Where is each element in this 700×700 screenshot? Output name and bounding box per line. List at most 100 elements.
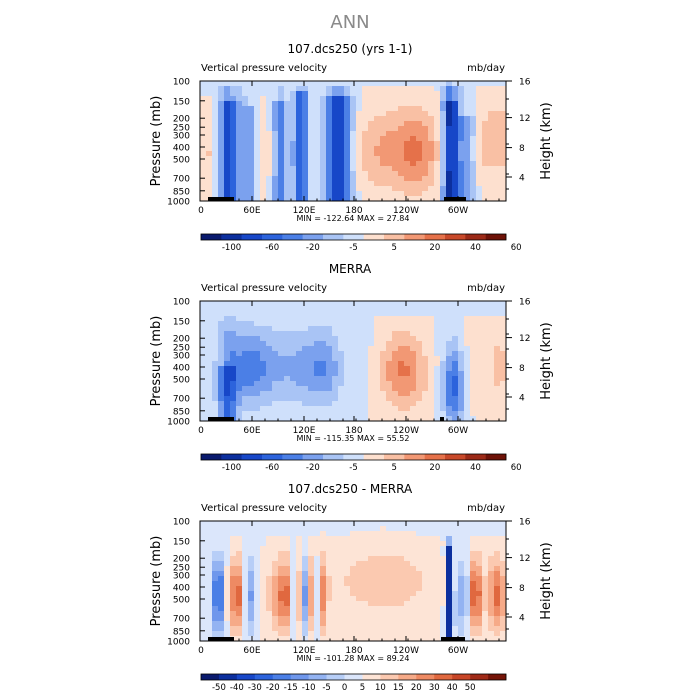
heatmap-cell bbox=[368, 81, 375, 87]
heatmap-cell bbox=[326, 366, 333, 372]
heatmap-cell bbox=[404, 126, 411, 132]
heatmap-cell bbox=[308, 381, 315, 387]
colorbar: -50 -40 -30 -20 -15 -10 -5 0 5 10 15 20 30 40 50 bbox=[200, 673, 507, 693]
heatmap-cell bbox=[470, 121, 477, 127]
heatmap-cell bbox=[356, 151, 363, 157]
heatmap-cell bbox=[476, 351, 483, 357]
heatmap-cell bbox=[374, 576, 381, 582]
heatmap-cell bbox=[230, 151, 237, 157]
heatmap-cell bbox=[464, 406, 471, 412]
heatmap-cell bbox=[482, 551, 489, 557]
heatmap-cell bbox=[302, 591, 309, 597]
heatmap-cell bbox=[488, 171, 495, 177]
heatmap-cell bbox=[488, 156, 495, 162]
heatmap-cell bbox=[206, 171, 213, 177]
heatmap-cell bbox=[320, 376, 327, 382]
heatmap-cell bbox=[488, 336, 495, 342]
heatmap-cell bbox=[338, 596, 345, 602]
heatmap-cell bbox=[230, 91, 237, 97]
heatmap-cell bbox=[206, 146, 213, 152]
heatmap-cell bbox=[392, 301, 399, 307]
heatmap-cell bbox=[242, 341, 249, 347]
heatmap-cell bbox=[416, 541, 423, 547]
heatmap-cell bbox=[356, 121, 363, 127]
heatmap-cell bbox=[452, 546, 459, 552]
heatmap-cell bbox=[212, 411, 219, 417]
heatmap-cell bbox=[236, 631, 243, 637]
heatmap-cell bbox=[212, 526, 219, 532]
heatmap-cell bbox=[230, 531, 237, 537]
heatmap-cell bbox=[308, 306, 315, 312]
heatmap-cell bbox=[254, 416, 261, 422]
heatmap-cell bbox=[374, 191, 381, 197]
heatmap-cell bbox=[488, 416, 495, 422]
longitude-tick-label: 0 bbox=[198, 426, 204, 436]
heatmap-cell bbox=[320, 546, 327, 552]
heatmap-cell bbox=[398, 396, 405, 402]
heatmap-cell bbox=[254, 636, 261, 642]
heatmap-cell bbox=[392, 146, 399, 152]
heatmap-cell bbox=[302, 191, 309, 197]
heatmap-cell bbox=[224, 386, 231, 392]
heatmap-cell bbox=[314, 81, 321, 87]
heatmap-cell bbox=[374, 381, 381, 387]
heatmap-cell bbox=[326, 591, 333, 597]
pressure-tick-label: 850 bbox=[173, 407, 190, 417]
heatmap-cell bbox=[236, 146, 243, 152]
heatmap-cell bbox=[428, 161, 435, 167]
colorbar-swatch bbox=[470, 674, 489, 680]
heatmap-cell bbox=[398, 166, 405, 172]
heatmap-cell bbox=[248, 336, 255, 342]
heatmap-cell bbox=[230, 136, 237, 142]
heatmap-cell bbox=[242, 81, 249, 87]
heatmap-cell bbox=[254, 586, 261, 592]
heatmap-cell bbox=[440, 616, 447, 622]
heatmap-cell bbox=[362, 361, 369, 367]
heatmap-cell bbox=[224, 126, 231, 132]
heatmap-cell bbox=[404, 616, 411, 622]
heatmap-cell bbox=[260, 601, 267, 607]
heatmap-cell bbox=[254, 536, 261, 542]
heatmap-cell bbox=[416, 96, 423, 102]
heatmap-cell bbox=[416, 551, 423, 557]
heatmap-cell bbox=[416, 161, 423, 167]
colorbar-label: 40 bbox=[470, 243, 481, 253]
heatmap-cell bbox=[476, 596, 483, 602]
heatmap-cell bbox=[242, 526, 249, 532]
heatmap-cell bbox=[368, 191, 375, 197]
heatmap-cell bbox=[482, 341, 489, 347]
heatmap-cell bbox=[362, 181, 369, 187]
heatmap-cell bbox=[278, 556, 285, 562]
heatmap-cell bbox=[410, 396, 417, 402]
heatmap-cell bbox=[446, 411, 453, 417]
heatmap-cell bbox=[224, 146, 231, 152]
heatmap-cell bbox=[224, 616, 231, 622]
heatmap-cell bbox=[242, 346, 249, 352]
heatmap-cell bbox=[272, 126, 279, 132]
heatmap-cell bbox=[386, 81, 393, 87]
heatmap-cell bbox=[500, 116, 507, 122]
heatmap-cell bbox=[290, 191, 297, 197]
heatmap-cell bbox=[308, 166, 315, 172]
heatmap-cell bbox=[272, 136, 279, 142]
heatmap-cell bbox=[428, 196, 435, 202]
heatmap-cell bbox=[302, 161, 309, 167]
heatmap-cell bbox=[230, 611, 237, 617]
heatmap-cell bbox=[356, 106, 363, 112]
heatmap-cell bbox=[398, 96, 405, 102]
heatmap-cell bbox=[254, 581, 261, 587]
heatmap-cell bbox=[476, 556, 483, 562]
heatmap-cell bbox=[278, 391, 285, 397]
heatmap-cell bbox=[482, 181, 489, 187]
heatmap-cell bbox=[302, 181, 309, 187]
heatmap-cell bbox=[470, 306, 477, 312]
heatmap-cell bbox=[464, 361, 471, 367]
heatmap-cell bbox=[266, 326, 273, 332]
heatmap-cell bbox=[374, 536, 381, 542]
heatmap-cell bbox=[224, 626, 231, 632]
heatmap-cell bbox=[326, 386, 333, 392]
heatmap-cell bbox=[338, 306, 345, 312]
heatmap-cell bbox=[290, 541, 297, 547]
heatmap-cell bbox=[398, 546, 405, 552]
heatmap-cell bbox=[326, 621, 333, 627]
